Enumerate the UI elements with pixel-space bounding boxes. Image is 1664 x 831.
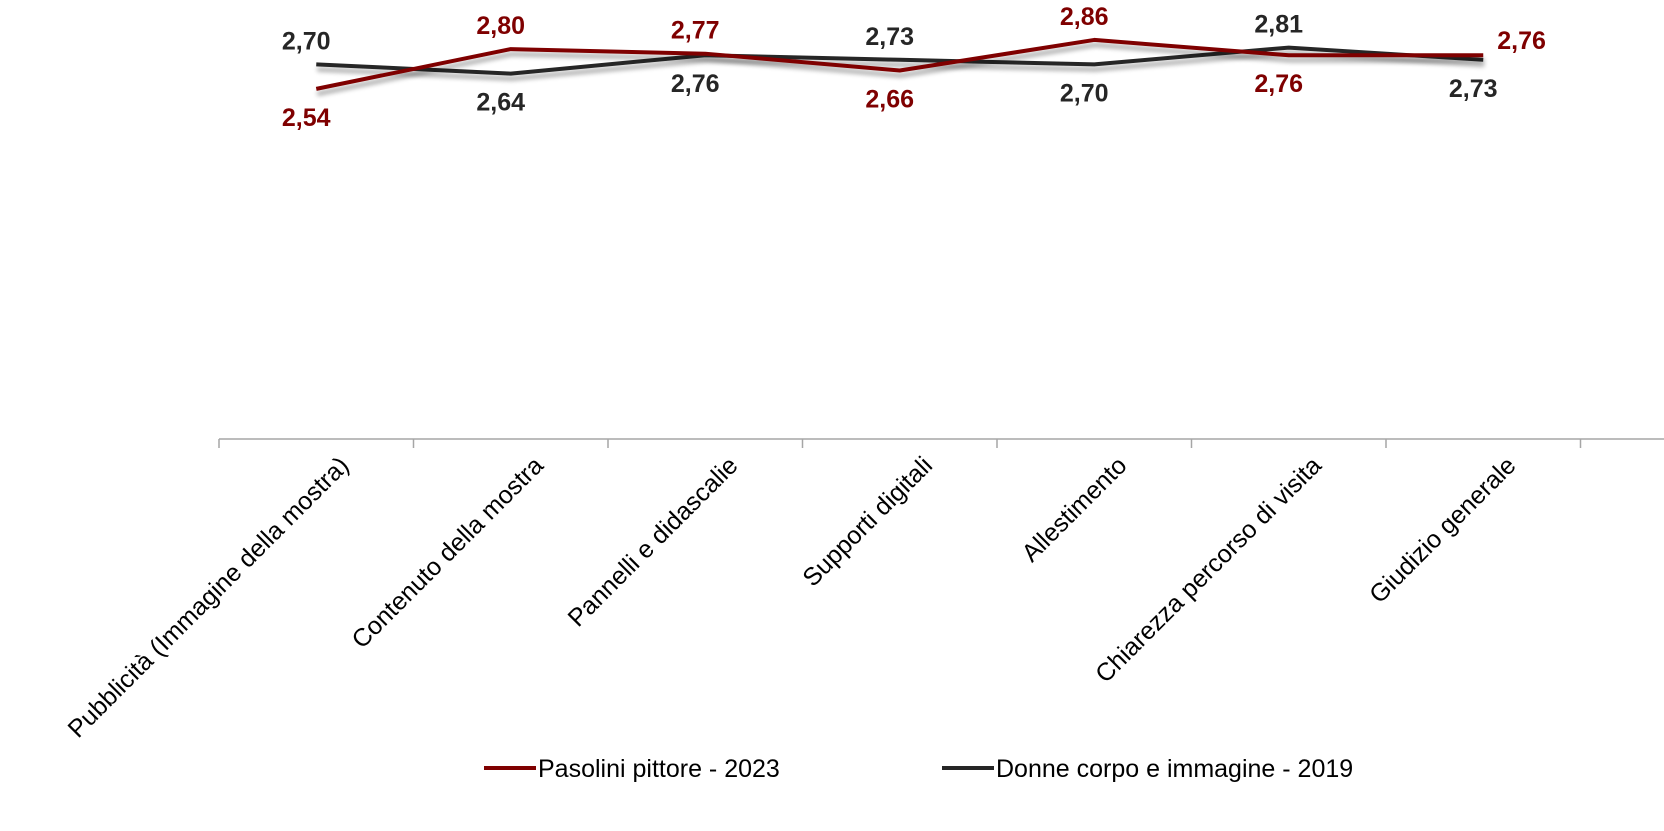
- x-tick-label: Allestimento: [1016, 451, 1132, 567]
- data-labels: 2,54 2,80 2,77 2,66 2,86 2,76 2,76 2,70 2,64 2,76…: [282, 3, 1546, 132]
- series-lines: [315, 37, 1484, 91]
- data-label: 2,66: [865, 86, 914, 114]
- x-tick-label: Contenuto della mostra: [346, 451, 549, 654]
- data-label: 2,73: [865, 23, 914, 51]
- data-label: 2,64: [476, 89, 525, 117]
- x-axis: Pubblicità (Immagine della mostra)Conten…: [63, 438, 1664, 743]
- series-line: [316, 45, 1484, 76]
- data-label: 2,77: [671, 17, 720, 45]
- data-label: 2,73: [1449, 75, 1498, 103]
- x-tick-label: Giudizio generale: [1364, 451, 1521, 608]
- data-label: 2,86: [1060, 3, 1109, 31]
- data-label: 2,76: [1254, 70, 1303, 98]
- legend-label: Pasolini pittore - 2023: [538, 755, 780, 783]
- x-tick-label: Chiarezza percorso di visita: [1090, 451, 1327, 688]
- legend: Pasolini pittore - 2023 Donne corpo e imm…: [484, 755, 1353, 783]
- data-label: 2,70: [1060, 79, 1109, 107]
- data-label: 2,76: [671, 70, 720, 98]
- data-label: 2,76: [1497, 27, 1546, 55]
- x-tick-label: Supporti digitali: [797, 451, 938, 592]
- series-line: [315, 37, 1484, 91]
- legend-label: Donne corpo e immagine - 2019: [996, 755, 1353, 783]
- x-tick-label: Pubblicità (Immagine della mostra): [63, 451, 355, 743]
- data-label: 2,54: [282, 104, 331, 132]
- x-tick-label: Pannelli e didascalie: [563, 451, 744, 632]
- data-label: 2,80: [476, 12, 525, 40]
- data-label: 2,70: [282, 27, 331, 55]
- data-label: 2,81: [1254, 11, 1303, 39]
